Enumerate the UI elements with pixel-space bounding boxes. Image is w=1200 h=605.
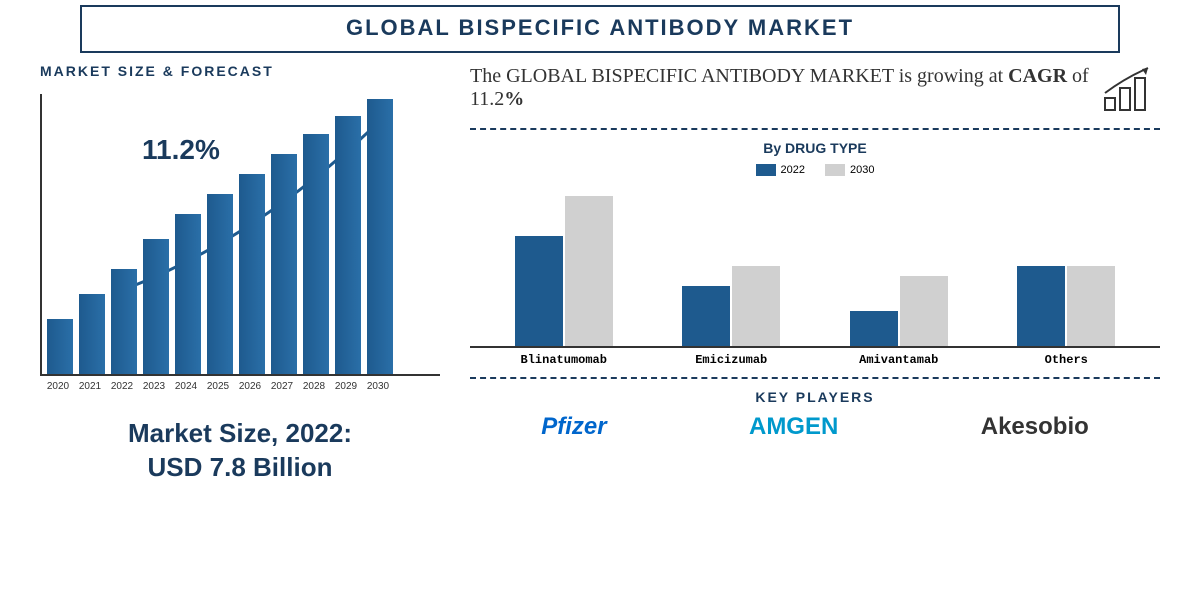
legend-color-box bbox=[825, 164, 845, 176]
drug-category-label: Emicizumab bbox=[681, 353, 781, 367]
forecast-bar bbox=[367, 99, 393, 374]
drug-bar-2030 bbox=[900, 276, 948, 346]
forecast-bar bbox=[335, 116, 361, 374]
headline-prefix: The GLOBAL BISPECIFIC ANTIBODY MARKET is… bbox=[470, 65, 1008, 87]
drug-category-labels: Blinatumomab Emicizumab Amivantamab Others bbox=[470, 348, 1160, 367]
forecast-bar bbox=[175, 214, 201, 374]
forecast-bar bbox=[79, 294, 105, 374]
drug-bar-2030 bbox=[1067, 266, 1115, 346]
forecast-bar bbox=[239, 174, 265, 374]
legend-label: 2022 bbox=[781, 164, 805, 176]
forecast-bar bbox=[143, 239, 169, 374]
key-players-title: KEY PLAYERS bbox=[470, 389, 1160, 405]
drug-type-title: By DRUG TYPE bbox=[470, 140, 1160, 156]
drug-bar-group bbox=[850, 276, 948, 346]
drug-bar-chart bbox=[470, 186, 1160, 348]
year-label: 2021 bbox=[77, 381, 103, 392]
headline-cagr: CAGR bbox=[1008, 65, 1067, 87]
company-logo: AMGEN bbox=[749, 413, 838, 441]
year-label: 2023 bbox=[141, 381, 167, 392]
divider bbox=[470, 377, 1160, 379]
year-label: 2026 bbox=[237, 381, 263, 392]
drug-category-label: Amivantamab bbox=[849, 353, 949, 367]
forecast-bar bbox=[111, 269, 137, 374]
year-label: 2022 bbox=[109, 381, 135, 392]
divider bbox=[470, 128, 1160, 130]
page-title: GLOBAL BISPECIFIC ANTIBODY MARKET bbox=[80, 5, 1120, 53]
growth-chart-icon bbox=[1100, 63, 1160, 113]
drug-bar-2022 bbox=[682, 286, 730, 346]
forecast-year-labels: 2020 2021 2022 2023 2024 2025 2026 2027 2028 2029… bbox=[40, 376, 440, 392]
market-size-line2: USD 7.8 Billion bbox=[40, 451, 440, 485]
year-label: 2028 bbox=[301, 381, 327, 392]
market-size-text: Market Size, 2022: USD 7.8 Billion bbox=[40, 417, 440, 485]
legend-label: 2030 bbox=[850, 164, 874, 176]
year-label: 2029 bbox=[333, 381, 359, 392]
forecast-bar bbox=[303, 134, 329, 374]
drug-category-label: Blinatumomab bbox=[514, 353, 614, 367]
main-content: MARKET SIZE & FORECAST 11.2% 20202021202… bbox=[0, 63, 1200, 485]
forecast-bar bbox=[271, 154, 297, 374]
year-label: 2027 bbox=[269, 381, 295, 392]
drug-bar-2022 bbox=[515, 236, 563, 346]
drug-bar-2022 bbox=[850, 311, 898, 346]
drug-bar-group bbox=[515, 196, 613, 346]
legend-color-box bbox=[756, 164, 776, 176]
drug-bar-2022 bbox=[1017, 266, 1065, 346]
drug-category-label: Others bbox=[1016, 353, 1116, 367]
headline-text: The GLOBAL BISPECIFIC ANTIBODY MARKET is… bbox=[470, 63, 1160, 113]
market-size-line1: Market Size, 2022: bbox=[40, 417, 440, 451]
year-label: 2020 bbox=[45, 381, 71, 392]
year-label: 2024 bbox=[173, 381, 199, 392]
year-label: 2030 bbox=[365, 381, 391, 392]
legend-item: 2022 bbox=[756, 164, 805, 176]
cagr-label: 11.2% bbox=[142, 134, 220, 166]
drug-bar-group bbox=[1017, 266, 1115, 346]
left-column: MARKET SIZE & FORECAST 11.2% 20202021202… bbox=[40, 63, 440, 485]
forecast-bar-chart: 11.2% bbox=[40, 94, 440, 376]
headline-pct: % bbox=[504, 88, 524, 110]
drug-bar-group bbox=[682, 266, 780, 346]
company-logo: Pfizer bbox=[541, 413, 606, 441]
drug-bar-2030 bbox=[565, 196, 613, 346]
drug-bar-2030 bbox=[732, 266, 780, 346]
legend-item: 2030 bbox=[825, 164, 874, 176]
right-column: The GLOBAL BISPECIFIC ANTIBODY MARKET is… bbox=[470, 63, 1160, 485]
forecast-bar bbox=[47, 319, 73, 374]
drug-legend: 2022 2030 bbox=[470, 164, 1160, 176]
company-logo: Akesobio bbox=[981, 413, 1089, 441]
forecast-title: MARKET SIZE & FORECAST bbox=[40, 63, 440, 79]
year-label: 2025 bbox=[205, 381, 231, 392]
key-players-list: Pfizer AMGEN Akesobio bbox=[470, 413, 1160, 441]
forecast-bar bbox=[207, 194, 233, 374]
